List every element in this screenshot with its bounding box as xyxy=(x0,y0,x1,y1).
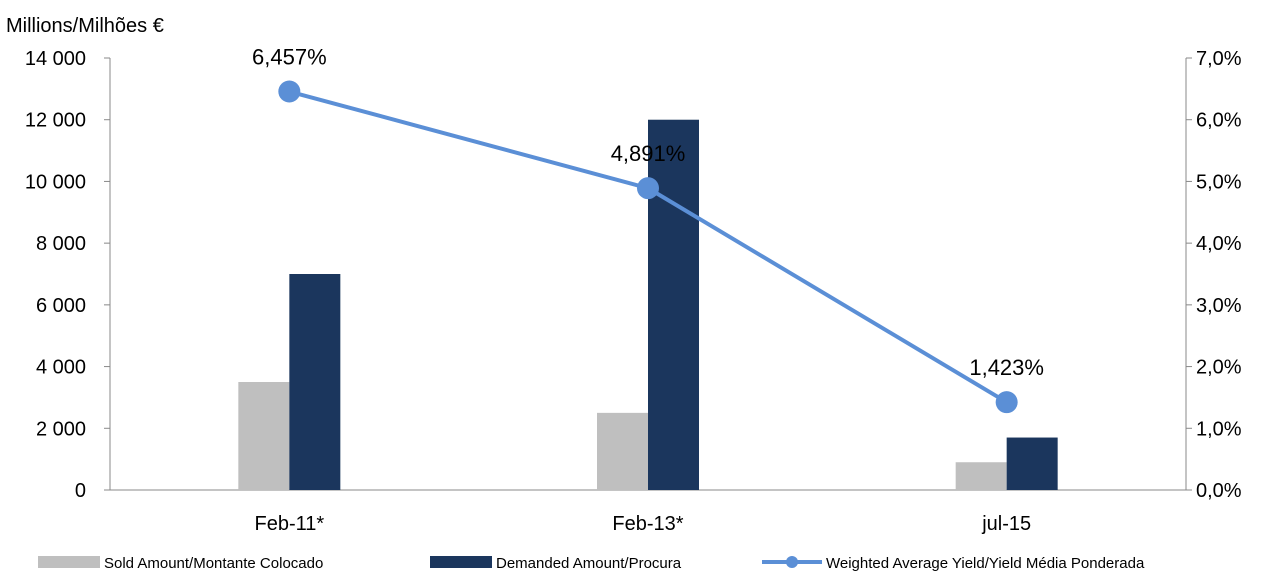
right-tick-label: 2,0% xyxy=(1196,357,1242,379)
category-label: Feb-13* xyxy=(612,513,683,535)
left-tick-label: 2 000 xyxy=(36,418,86,440)
right-tick-label: 5,0% xyxy=(1196,171,1242,193)
bar-demanded xyxy=(1006,437,1058,490)
bar-demanded xyxy=(289,274,341,490)
category-axis-ticks: Feb-11* Feb-13* jul-15 xyxy=(254,513,1031,535)
left-tick-label: 6 000 xyxy=(36,295,86,317)
category-label: Feb-11* xyxy=(254,513,324,535)
legend-swatch xyxy=(38,556,100,568)
right-tick-label: 4,0% xyxy=(1196,233,1242,255)
right-tick-label: 3,0% xyxy=(1196,295,1242,317)
legend-label: Sold Amount/Montante Colocado xyxy=(104,555,323,572)
right-tick-label: 0,0% xyxy=(1196,480,1242,502)
legend-swatch xyxy=(430,556,492,568)
yield-data-label: 1,423% xyxy=(969,355,1044,380)
bars xyxy=(238,119,1058,490)
left-tick-label: 14 000 xyxy=(25,48,86,70)
right-axis-ticks: 0,0% 1,0% 2,0% 3,0% 4,0% 5,0% 6,0% 7,0% xyxy=(1186,48,1242,502)
legend-label: Demanded Amount/Procura xyxy=(496,555,682,572)
right-tick-label: 6,0% xyxy=(1196,110,1242,132)
category-label: jul-15 xyxy=(981,513,1031,535)
y-axis-title: Millions/Milhões € xyxy=(6,15,164,37)
bar-sold xyxy=(597,412,648,490)
yield-data-label: 6,457% xyxy=(252,45,327,70)
bar-demanded xyxy=(648,119,699,490)
yield-point xyxy=(995,391,1018,414)
legend-label: Weighted Average Yield/Yield Média Ponde… xyxy=(826,555,1145,572)
right-tick-label: 7,0% xyxy=(1196,48,1242,70)
right-tick-label: 1,0% xyxy=(1196,418,1242,440)
legend-marker xyxy=(786,556,798,568)
left-tick-label: 10 000 xyxy=(25,171,86,193)
left-tick-label: 8 000 xyxy=(36,233,86,255)
legend: Sold Amount/Montante Colocado Demanded Am… xyxy=(38,555,1145,572)
left-tick-label: 0 xyxy=(75,480,86,502)
bar-sold xyxy=(955,462,1007,490)
left-tick-label: 12 000 xyxy=(25,110,86,132)
left-tick-label: 4 000 xyxy=(36,357,86,379)
left-axis-ticks: 0 2 000 4 000 6 000 8 000 10 000 12 000 14 000 xyxy=(25,48,110,502)
yield-point xyxy=(637,177,659,200)
yield-data-label: 4,891% xyxy=(611,141,686,166)
bar-sold xyxy=(238,382,290,490)
yield-line: 6,457% 4,891% 1,423% xyxy=(252,45,1044,414)
yield-point xyxy=(278,80,301,103)
